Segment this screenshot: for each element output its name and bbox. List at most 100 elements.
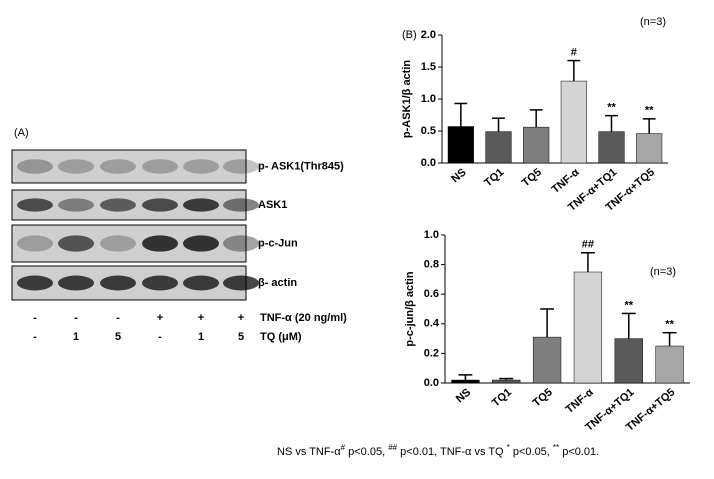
error-bar bbox=[458, 374, 473, 381]
bar bbox=[492, 379, 521, 384]
treatment-label: TNF-α (20 ng/ml) bbox=[260, 312, 347, 324]
footnote-text: p<0.01, TNF-α vs TQ bbox=[397, 446, 507, 458]
band bbox=[223, 275, 259, 291]
y-tick-label: 1.0 bbox=[424, 229, 439, 241]
bar bbox=[485, 131, 512, 164]
error-bar bbox=[529, 109, 543, 128]
footnote-text: NS vs TNF-α bbox=[277, 446, 341, 458]
error-bar bbox=[580, 252, 595, 272]
error-bar bbox=[567, 59, 581, 82]
x-tick-label: TQ1 bbox=[482, 166, 506, 189]
treatment-mark: - bbox=[74, 312, 78, 324]
band bbox=[100, 275, 136, 291]
bar bbox=[532, 336, 562, 384]
bar bbox=[598, 131, 625, 164]
band bbox=[17, 235, 53, 252]
treatment-mark: 1 bbox=[73, 331, 79, 343]
bar bbox=[636, 133, 663, 164]
x-tick-label: TQ1 bbox=[490, 386, 514, 409]
band bbox=[100, 198, 136, 212]
treatment-mark: 1 bbox=[198, 331, 204, 343]
error-bar bbox=[621, 312, 636, 339]
annotation: ## bbox=[582, 239, 594, 251]
band bbox=[183, 275, 219, 291]
bar bbox=[655, 345, 684, 384]
band bbox=[223, 235, 259, 252]
note: (n=3) bbox=[640, 16, 666, 28]
treatment-mark: - bbox=[158, 331, 162, 343]
treatment-mark: + bbox=[198, 312, 204, 324]
y-tick-label: 0.4 bbox=[424, 318, 440, 330]
band bbox=[100, 159, 136, 174]
annotation: ** bbox=[665, 319, 674, 331]
footnote-text: p<0.01. bbox=[559, 446, 599, 458]
error-bar bbox=[454, 102, 468, 127]
band bbox=[142, 159, 178, 174]
band bbox=[58, 159, 94, 174]
band bbox=[17, 159, 53, 174]
band bbox=[223, 198, 259, 212]
y-axis-label: p-ASK1/β actin bbox=[401, 60, 413, 139]
error-bar bbox=[642, 118, 656, 134]
annotation: # bbox=[571, 47, 577, 59]
y-tick-label: 2.0 bbox=[421, 29, 436, 41]
band bbox=[142, 275, 178, 291]
x-tick-label: TNF-α bbox=[550, 166, 582, 196]
footnote-sup: * bbox=[507, 443, 510, 452]
footnote-sup: ## bbox=[388, 443, 397, 452]
band bbox=[58, 235, 94, 252]
band bbox=[142, 198, 178, 212]
treatment-mark: + bbox=[157, 312, 163, 324]
band bbox=[58, 275, 94, 291]
band bbox=[183, 159, 219, 174]
blot-label: ASK1 bbox=[258, 199, 287, 211]
band bbox=[223, 159, 259, 174]
y-tick-label: 0.5 bbox=[421, 125, 436, 137]
y-tick-label: 0.6 bbox=[424, 288, 439, 300]
annotation: ** bbox=[607, 102, 616, 114]
treatment-mark: 5 bbox=[238, 331, 244, 343]
footnote-sup: # bbox=[341, 443, 346, 452]
treatment-label: TQ (μM) bbox=[260, 331, 302, 343]
bar bbox=[447, 126, 474, 164]
annotation: ** bbox=[624, 299, 633, 311]
y-tick-label: 1.0 bbox=[421, 93, 436, 105]
treatment-mark: 5 bbox=[115, 331, 121, 343]
error-bar bbox=[499, 377, 514, 381]
bar bbox=[560, 80, 587, 164]
band bbox=[183, 235, 219, 252]
y-tick-label: 1.5 bbox=[421, 61, 436, 73]
y-tick-label: 0.0 bbox=[424, 377, 439, 389]
blot-frame bbox=[11, 149, 247, 184]
x-tick-label: TQ5 bbox=[520, 166, 544, 189]
treatment-mark: - bbox=[33, 312, 37, 324]
error-bar bbox=[540, 308, 555, 338]
treatment-mark: - bbox=[33, 331, 37, 343]
note: (n=3) bbox=[650, 266, 676, 278]
blot-label: p- ASK1(Thr845) bbox=[258, 160, 344, 172]
band bbox=[142, 235, 178, 252]
blot-label: β- actin bbox=[258, 277, 297, 289]
x-tick-label: NS bbox=[454, 386, 473, 405]
panel-label: (A) bbox=[14, 127, 29, 139]
error-bar bbox=[492, 117, 505, 132]
footnote-text: p<0.05, bbox=[510, 446, 553, 458]
band bbox=[58, 198, 94, 212]
x-tick-label: NS bbox=[449, 166, 468, 185]
treatment-mark: - bbox=[116, 312, 120, 324]
y-tick-label: 0.2 bbox=[424, 347, 439, 359]
annotation: ** bbox=[645, 105, 654, 117]
bar bbox=[451, 379, 480, 384]
x-tick-label: TNF-α bbox=[564, 386, 596, 416]
y-axis-label: p-c-jun/β actin bbox=[404, 271, 416, 346]
footnote: NS vs TNF-α# p<0.05, ## p<0.01, TNF-α vs… bbox=[277, 443, 599, 458]
bar bbox=[614, 338, 643, 384]
panel-label: (B) bbox=[402, 29, 417, 41]
y-tick-label: 0.0 bbox=[421, 157, 436, 169]
band bbox=[17, 275, 53, 291]
error-bar bbox=[605, 114, 618, 132]
x-tick-label: TQ5 bbox=[531, 386, 555, 409]
bar bbox=[523, 126, 550, 164]
bar bbox=[573, 271, 603, 384]
